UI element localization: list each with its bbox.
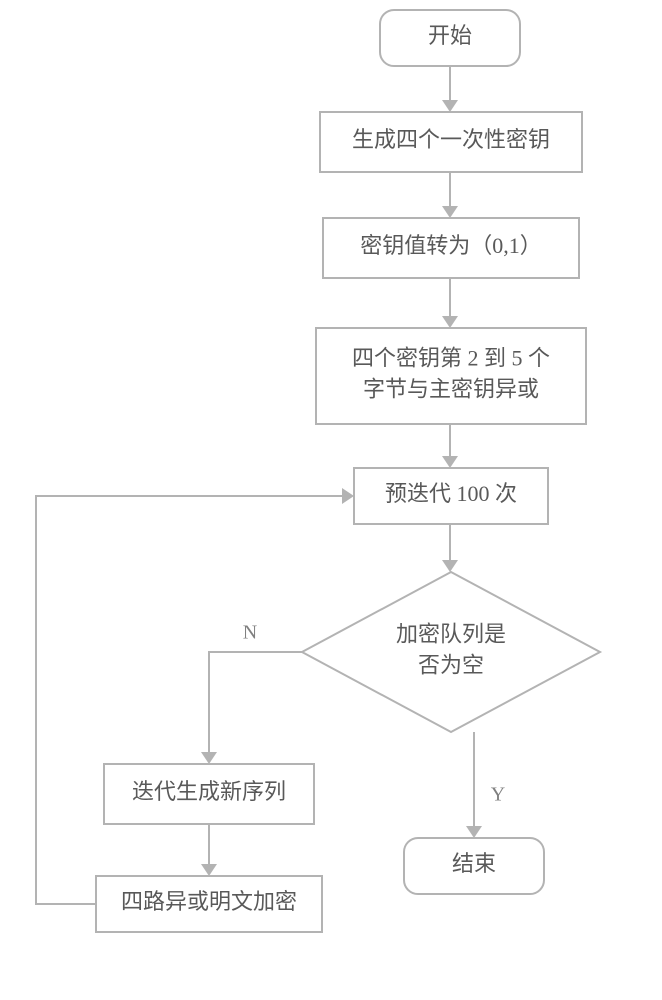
flow-edge-gen-conv — [442, 172, 458, 218]
arrowhead-icon — [201, 752, 217, 764]
flow-node-xor-label: 字节与主密钥异或 — [363, 376, 539, 401]
flow-edge-dec-newseq: N — [201, 622, 302, 764]
flow-edge-label: N — [243, 622, 257, 644]
flow-node-conv: 密钥值转为（0,1） — [323, 218, 579, 278]
arrowhead-icon — [442, 316, 458, 328]
flow-edge-conv-xor — [442, 278, 458, 328]
flow-node-conv-label: 密钥值转为（0,1） — [360, 233, 542, 258]
flow-node-xor: 四个密钥第 2 到 5 个字节与主密钥异或 — [316, 328, 586, 424]
flow-node-enc4-label: 四路异或明文加密 — [121, 889, 297, 914]
arrowhead-icon — [442, 100, 458, 112]
flow-edge-iter100-dec — [442, 524, 458, 572]
flow-node-dec-label: 否为空 — [418, 652, 484, 677]
flow-edge-xor-iter100 — [442, 424, 458, 468]
arrowhead-icon — [466, 826, 482, 838]
flow-edge-newseq-enc4 — [201, 824, 217, 876]
arrowhead-icon — [201, 864, 217, 876]
flow-node-newseq-label: 迭代生成新序列 — [132, 779, 286, 804]
arrowhead-icon — [442, 560, 458, 572]
flow-edge-enc4-iter100 — [36, 488, 354, 904]
flow-node-start: 开始 — [380, 10, 520, 66]
flow-node-xor-label: 四个密钥第 2 到 5 个 — [352, 346, 550, 371]
flow-node-dec: 加密队列是否为空 — [302, 572, 600, 732]
flow-node-gen-label: 生成四个一次性密钥 — [352, 127, 550, 152]
flow-edge-label: Y — [491, 784, 505, 806]
flow-edge-dec-end: Y — [466, 732, 505, 838]
flow-node-gen: 生成四个一次性密钥 — [320, 112, 582, 172]
flow-node-end: 结束 — [404, 838, 544, 894]
arrowhead-icon — [442, 456, 458, 468]
flow-edge-start-gen — [442, 66, 458, 112]
flow-node-end-label: 结束 — [452, 851, 496, 876]
flow-node-dec-label: 加密队列是 — [396, 622, 506, 647]
flow-node-enc4: 四路异或明文加密 — [96, 876, 322, 932]
flow-node-iter100: 预迭代 100 次 — [354, 468, 548, 524]
flow-node-start-label: 开始 — [428, 23, 472, 48]
arrowhead-icon — [342, 488, 354, 504]
arrowhead-icon — [442, 206, 458, 218]
flow-node-iter100-label: 预迭代 100 次 — [385, 481, 517, 506]
flow-node-newseq: 迭代生成新序列 — [104, 764, 314, 824]
